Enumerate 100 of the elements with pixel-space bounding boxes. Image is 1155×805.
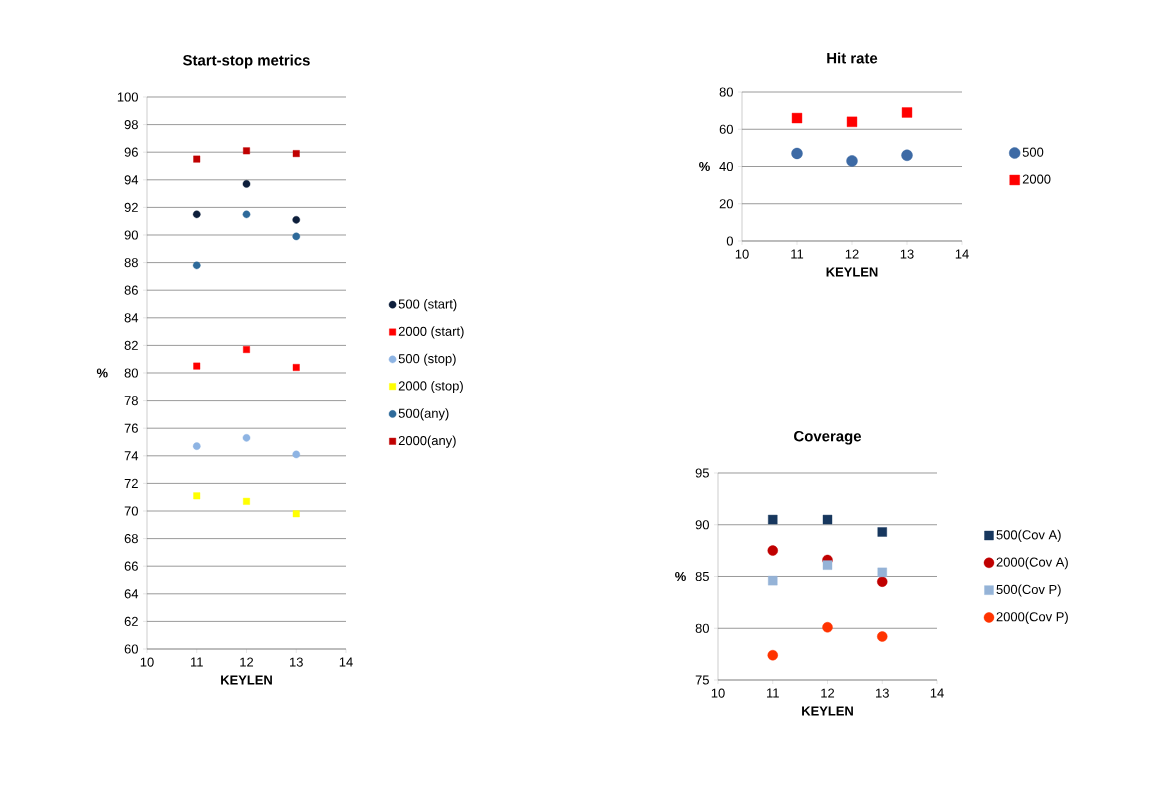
y-tick-label: 86 <box>124 285 138 295</box>
x-axis-title: KEYLEN <box>221 675 272 685</box>
y-tick-label: 94 <box>124 175 139 185</box>
chart-title: Coverage <box>794 430 862 445</box>
point <box>192 442 201 450</box>
legend-label: 500 (start) <box>398 299 457 312</box>
point <box>768 514 778 525</box>
point <box>877 527 887 537</box>
legend-label: 2000(Cov A) <box>996 557 1068 570</box>
y-tick-label: 74 <box>124 451 139 461</box>
y-tick-label: 80 <box>695 623 709 633</box>
point <box>242 180 251 188</box>
point <box>877 576 888 587</box>
y-tick-label: 100 <box>117 92 138 102</box>
y-tick-label: 90 <box>695 520 709 530</box>
point <box>877 631 888 642</box>
x-tick-label: 13 <box>290 657 303 667</box>
point <box>193 492 201 500</box>
y-tick-label: 84 <box>124 313 139 323</box>
point <box>243 346 250 353</box>
point <box>768 575 778 586</box>
y-tick-label: 75 <box>695 675 709 685</box>
point <box>877 567 887 578</box>
y-axis-title: % <box>96 368 108 378</box>
x-tick-label: 12 <box>240 657 254 667</box>
x-axis-title: KEYLEN <box>826 267 878 277</box>
chart-title: Hit rate <box>827 52 878 64</box>
point <box>192 210 201 219</box>
point <box>193 155 201 163</box>
point <box>822 514 833 525</box>
legend-label: 2000(Cov P) <box>996 611 1068 624</box>
legend-label: 500(Cov A) <box>996 529 1061 542</box>
y-tick-label: 40 <box>719 161 733 172</box>
legend-label: 500(Cov P) <box>996 584 1061 597</box>
point <box>767 545 778 556</box>
x-tick-label: 11 <box>191 657 203 667</box>
legend-label: 500 <box>1022 147 1044 157</box>
point <box>242 434 251 442</box>
point <box>791 112 803 124</box>
chart-title: Start-stop metrics <box>183 54 310 69</box>
x-tick-label: 10 <box>140 657 154 667</box>
point <box>822 560 833 570</box>
y-tick-label: 62 <box>124 616 138 626</box>
x-tick-label: 12 <box>845 249 859 259</box>
y-tick-label: 76 <box>124 423 138 433</box>
y-tick-label: 20 <box>719 199 733 209</box>
point <box>292 510 300 518</box>
y-tick-label: 70 <box>124 506 138 516</box>
y-tick-label: 88 <box>124 258 138 268</box>
y-tick-label: 92 <box>124 202 138 212</box>
legend-label: 2000 (stop) <box>398 380 463 394</box>
x-tick-label: 13 <box>876 688 889 698</box>
y-tick-label: 72 <box>124 478 138 488</box>
point <box>292 450 301 459</box>
y-tick-label: 64 <box>124 589 139 599</box>
y-tick-label: 78 <box>124 396 138 406</box>
y-tick-label: 80 <box>719 87 733 97</box>
y-tick-label: 60 <box>124 644 138 654</box>
x-tick-label: 13 <box>900 249 914 259</box>
point <box>846 155 858 167</box>
x-tick-label: 10 <box>711 688 725 698</box>
y-tick-label: 82 <box>124 340 138 350</box>
y-tick-label: 95 <box>695 468 709 478</box>
point <box>292 216 301 224</box>
point <box>292 232 301 241</box>
y-tick-label: 85 <box>695 571 709 582</box>
x-tick-label: 10 <box>735 249 749 259</box>
x-tick-label: 14 <box>955 249 969 259</box>
y-tick-label: 66 <box>124 561 138 571</box>
x-axis-title: KEYLEN <box>802 706 853 716</box>
x-tick-label: 14 <box>930 688 944 698</box>
legend-label: 500 (stop) <box>398 353 456 366</box>
point <box>193 362 201 370</box>
legend-label: 2000 <box>1022 174 1051 184</box>
point <box>767 649 778 661</box>
point <box>846 116 858 127</box>
point <box>243 147 250 155</box>
point <box>243 497 250 505</box>
y-tick-label: 0 <box>726 236 733 246</box>
point <box>192 261 201 270</box>
point <box>242 210 251 219</box>
x-tick-label: 11 <box>791 249 804 259</box>
y-axis-title: % <box>699 161 710 172</box>
point <box>292 364 300 371</box>
legend-label: 500(any) <box>398 408 449 421</box>
x-tick-label: 14 <box>339 657 353 667</box>
y-tick-label: 60 <box>719 124 733 134</box>
x-tick-label: 12 <box>821 688 835 698</box>
y-tick-label: 96 <box>124 147 138 157</box>
y-tick-label: 68 <box>124 534 138 544</box>
y-axis-title: % <box>675 571 686 582</box>
point <box>901 149 913 162</box>
point <box>292 150 300 158</box>
y-tick-label: 98 <box>124 120 138 130</box>
legend-label: 2000(any) <box>398 435 456 448</box>
y-tick-label: 90 <box>124 230 138 240</box>
point <box>791 147 803 160</box>
y-tick-label: 80 <box>124 368 138 378</box>
legend-label: 2000 (start) <box>398 326 464 339</box>
point <box>822 622 833 633</box>
